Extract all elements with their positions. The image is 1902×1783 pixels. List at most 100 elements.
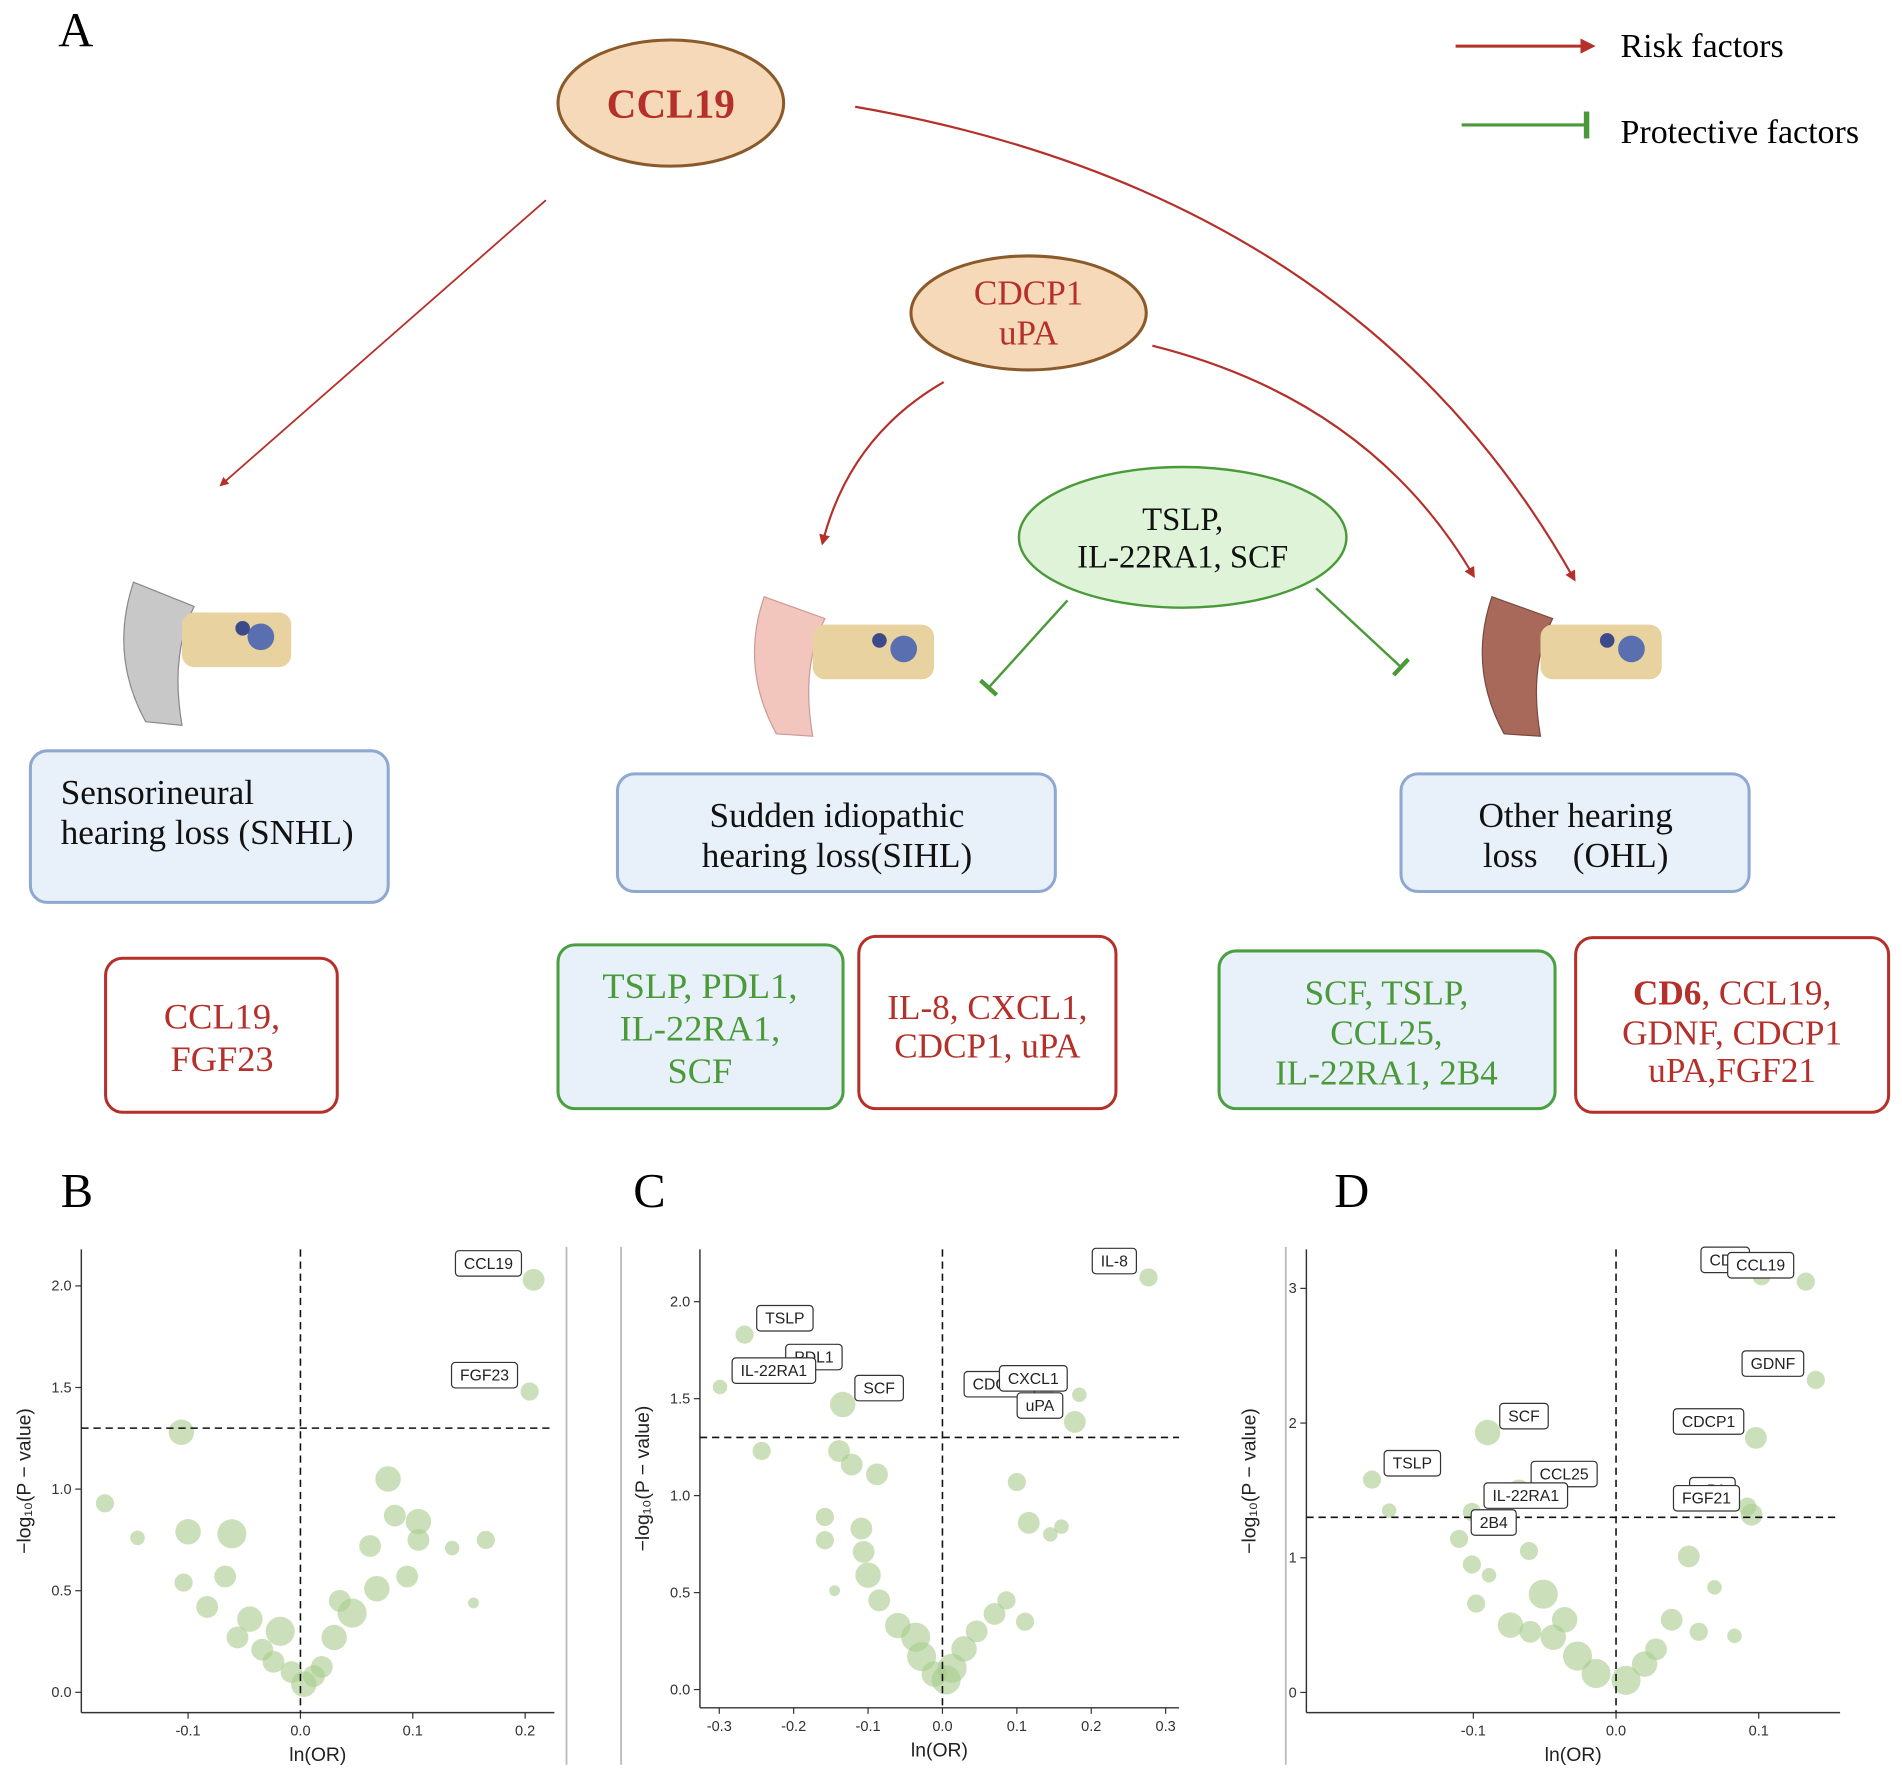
point	[1581, 1659, 1611, 1689]
point	[752, 1441, 771, 1461]
point	[1528, 1579, 1558, 1609]
point-label-box	[1672, 1484, 1741, 1512]
point	[1362, 1470, 1382, 1489]
protective-line	[979, 599, 1069, 697]
node-ellipse	[556, 38, 786, 168]
point-label-text: uPA	[1026, 1398, 1055, 1415]
point	[868, 1589, 891, 1612]
point-label-box	[854, 1374, 904, 1402]
point-label: uPA	[1016, 1392, 1064, 1419]
factor-text: IL-8, CXCL1, CDCP1, uPA	[887, 988, 1087, 1066]
node-line: CDCP1	[974, 273, 1083, 312]
factor-line: IL-22RA1,	[620, 1009, 781, 1049]
point	[951, 1636, 977, 1662]
y-tick-label: 0.5	[670, 1585, 690, 1601]
factor-line: CCL19,	[164, 997, 280, 1037]
disease-line: loss (OHL)	[1483, 836, 1669, 875]
factor-line: FGF23	[170, 1039, 273, 1079]
point	[375, 1466, 401, 1492]
point	[1481, 1567, 1497, 1583]
point	[1139, 1268, 1158, 1287]
factor-text: TSLP, PDL1, IL-22RA1, SCF	[602, 966, 797, 1091]
x-tick-label: 0.1	[1749, 1724, 1769, 1740]
node-line: IL-22RA1, SCF	[1077, 540, 1288, 576]
point	[815, 1507, 835, 1527]
point	[1707, 1580, 1722, 1595]
point	[1449, 1529, 1469, 1548]
point-label: IL-22RA1	[731, 1357, 817, 1384]
point-label-box	[1483, 1482, 1569, 1509]
disease-text: Sensorineural hearing loss (SNHL)	[61, 773, 354, 852]
disease-box	[1399, 772, 1751, 894]
point	[168, 1419, 195, 1445]
point	[265, 1616, 295, 1646]
point	[468, 1597, 479, 1609]
point	[196, 1596, 219, 1618]
point-label: TSLP	[756, 1304, 814, 1332]
point	[830, 1391, 856, 1418]
disease-text: Other hearing loss (OHL)	[1479, 796, 1673, 875]
y-axis-label: −log₁₀(P − value)	[632, 1406, 654, 1552]
factor-text: SCF, TSLP, CCL25, IL-22RA1, 2B4	[1275, 973, 1498, 1092]
point-label: IL-8	[1091, 1247, 1138, 1275]
point	[175, 1519, 201, 1545]
panel-label: C	[633, 1165, 665, 1218]
point	[303, 1665, 325, 1687]
disease-box	[28, 749, 390, 904]
point	[174, 1573, 193, 1592]
point-label: CXCL1	[998, 1365, 1068, 1392]
factor-line: SCF	[668, 1051, 733, 1091]
point	[997, 1591, 1016, 1610]
factor-box	[104, 956, 339, 1114]
point	[476, 1530, 495, 1550]
point	[1474, 1419, 1501, 1446]
point	[1611, 1665, 1641, 1695]
y-tick-label: 1	[1289, 1551, 1297, 1567]
panel-label: D	[1334, 1165, 1369, 1218]
x-tick-label: 0.1	[1007, 1719, 1027, 1735]
point	[1497, 1612, 1524, 1638]
point	[855, 1562, 881, 1588]
y-tick-label: 0.0	[670, 1682, 690, 1698]
disease-line: hearing loss(SIHL)	[702, 836, 972, 875]
y-tick-label: 2.0	[51, 1279, 71, 1295]
factor-line: uPA,FGF21	[1648, 1051, 1816, 1090]
factor-box	[1217, 949, 1557, 1111]
factor-line: CD6, CCL19,	[1633, 973, 1831, 1012]
point-label-text: FGF23	[460, 1368, 509, 1385]
point-label-text: CCL19	[464, 1256, 513, 1273]
legend-risk: Risk factors	[1621, 28, 1784, 65]
point	[328, 1589, 351, 1612]
factor-line: IL-8, CXCL1,	[887, 988, 1087, 1027]
point	[1063, 1411, 1086, 1433]
y-tick-label: 0.5	[51, 1584, 71, 1600]
legend-protective: Protective factors	[1621, 114, 1860, 151]
factor-line: CCL25,	[1330, 1013, 1442, 1052]
x-axis-label: ln(OR)	[1545, 1744, 1602, 1766]
point-label-text: CCL25	[1540, 1466, 1589, 1483]
point-label-box	[450, 1361, 519, 1389]
x-tick-label: 0.1	[403, 1724, 423, 1740]
point	[396, 1565, 419, 1588]
x-tick-label: 0.2	[1081, 1719, 1101, 1735]
point-label-text: IL-8	[1101, 1254, 1128, 1271]
x-axis-label: ln(OR)	[911, 1739, 968, 1761]
point-label: CCL19	[454, 1250, 523, 1277]
point-label: FGF21	[1672, 1484, 1741, 1512]
risk-arrow	[854, 105, 1576, 582]
disease-line: Sensorineural	[61, 773, 255, 812]
factor-box	[556, 943, 845, 1111]
point	[866, 1463, 888, 1486]
point	[1677, 1545, 1700, 1568]
point-label: TSLP	[1383, 1449, 1442, 1477]
point	[1519, 1620, 1542, 1643]
point-label-box	[454, 1250, 523, 1277]
point	[321, 1624, 347, 1651]
factor-line: GDNF, CDCP1	[1622, 1013, 1842, 1052]
diagram: A B C D Risk factors Protective factors …	[28, 4, 1891, 1218]
point	[931, 1665, 961, 1695]
point-label: SCF	[854, 1374, 904, 1402]
point	[1054, 1519, 1069, 1534]
y-tick-label: 2.0	[670, 1295, 690, 1311]
point	[735, 1325, 754, 1344]
